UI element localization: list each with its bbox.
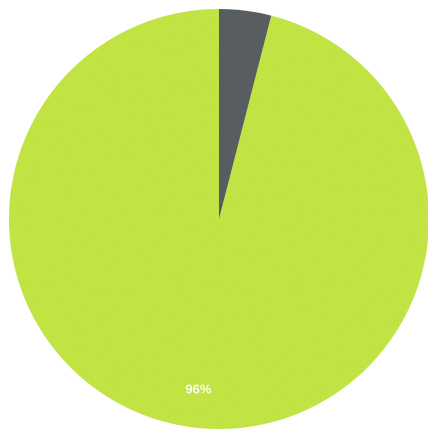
- pie-slice-1: [219, 9, 272, 219]
- pie-slice-label-0: 96%: [185, 381, 211, 396]
- pie-slices: [9, 9, 428, 429]
- pie-slice-0: [9, 9, 428, 429]
- pie-labels: 96%: [185, 381, 211, 396]
